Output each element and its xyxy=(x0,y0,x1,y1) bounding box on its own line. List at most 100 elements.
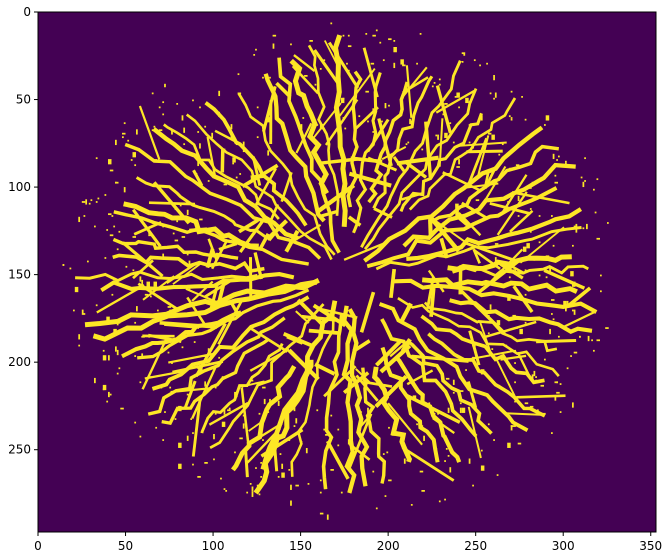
speckle xyxy=(162,101,165,104)
speckle xyxy=(141,279,144,286)
web-link xyxy=(186,296,208,328)
speckle xyxy=(316,409,319,412)
speckle xyxy=(113,328,117,335)
branch xyxy=(231,365,297,472)
speckle xyxy=(428,402,431,405)
speckle xyxy=(514,267,516,273)
web-link xyxy=(389,268,397,299)
branch xyxy=(161,337,270,425)
speckle xyxy=(444,103,448,105)
branch xyxy=(420,314,545,385)
speckle xyxy=(157,185,159,188)
speckle xyxy=(465,97,469,104)
speckle xyxy=(276,434,280,436)
branch-twig xyxy=(141,338,168,390)
speckle xyxy=(473,59,476,62)
branch-twig xyxy=(435,85,452,134)
speckle xyxy=(533,258,536,261)
speckle xyxy=(524,293,527,296)
speckle xyxy=(444,498,446,501)
speckle xyxy=(132,152,136,158)
web-link xyxy=(209,285,219,309)
speckle xyxy=(304,75,308,77)
web-link xyxy=(359,291,376,333)
speckle xyxy=(239,437,243,440)
speckle xyxy=(204,125,207,128)
branch-twig xyxy=(164,322,200,329)
speckle xyxy=(456,166,460,168)
speckle xyxy=(223,183,228,186)
speckle xyxy=(186,435,189,441)
speckle xyxy=(234,451,236,454)
speckle xyxy=(116,323,119,326)
branch xyxy=(378,302,529,433)
speckle xyxy=(493,97,495,100)
speckle xyxy=(496,474,499,476)
speckle xyxy=(435,134,438,137)
speckle xyxy=(551,299,555,301)
speckle xyxy=(468,101,471,104)
web-link xyxy=(258,232,270,251)
branch-twig xyxy=(432,417,455,435)
speckle xyxy=(319,479,322,482)
speckle xyxy=(151,129,154,132)
speckle xyxy=(109,169,114,172)
web-link xyxy=(280,171,293,203)
speckle xyxy=(106,400,109,403)
speckle xyxy=(148,234,152,237)
speckle xyxy=(293,425,296,427)
speckle xyxy=(468,458,471,464)
speckle xyxy=(566,300,569,307)
speckle xyxy=(559,411,562,413)
branch-twig xyxy=(183,380,197,410)
x-tick-label: 100 xyxy=(202,539,225,553)
speckle xyxy=(572,244,574,247)
speckle xyxy=(465,369,467,371)
speckle xyxy=(218,356,221,359)
speckle xyxy=(179,204,182,207)
speckle xyxy=(151,320,154,322)
branch-twig xyxy=(249,348,290,372)
speckle xyxy=(228,407,231,410)
speckle xyxy=(164,411,166,413)
y-tick-label: 100 xyxy=(8,180,31,194)
speckle xyxy=(573,309,576,315)
speckle xyxy=(102,349,105,352)
branch xyxy=(124,142,322,260)
speckle xyxy=(391,430,396,436)
speckle xyxy=(600,290,602,293)
speckle xyxy=(277,476,280,478)
web-link xyxy=(314,362,336,376)
branch-twig xyxy=(191,280,214,302)
speckle xyxy=(90,199,93,202)
speckle xyxy=(85,199,88,205)
speckle xyxy=(174,208,179,210)
speckle xyxy=(393,40,396,42)
speckle xyxy=(81,309,84,315)
speckle xyxy=(480,369,485,375)
speckle xyxy=(192,432,194,434)
branch xyxy=(341,305,357,494)
speckle xyxy=(372,108,375,114)
branch-twig xyxy=(509,209,534,233)
speckle xyxy=(510,117,513,119)
speckle xyxy=(514,349,516,352)
branch-twig xyxy=(248,420,264,432)
speckle xyxy=(384,495,387,497)
speckle xyxy=(319,512,324,515)
speckle xyxy=(388,426,390,429)
speckle xyxy=(510,425,513,431)
branch xyxy=(372,75,434,209)
speckle xyxy=(537,409,539,412)
speckle xyxy=(197,160,200,167)
branch-twig xyxy=(214,129,240,145)
speckle xyxy=(487,332,490,335)
speckle xyxy=(507,265,511,268)
speckle xyxy=(524,402,529,405)
speckle xyxy=(111,293,114,296)
speckle xyxy=(444,460,446,462)
speckle xyxy=(106,316,110,322)
speckle xyxy=(186,209,189,216)
web-link xyxy=(210,238,229,270)
speckle xyxy=(535,379,537,382)
